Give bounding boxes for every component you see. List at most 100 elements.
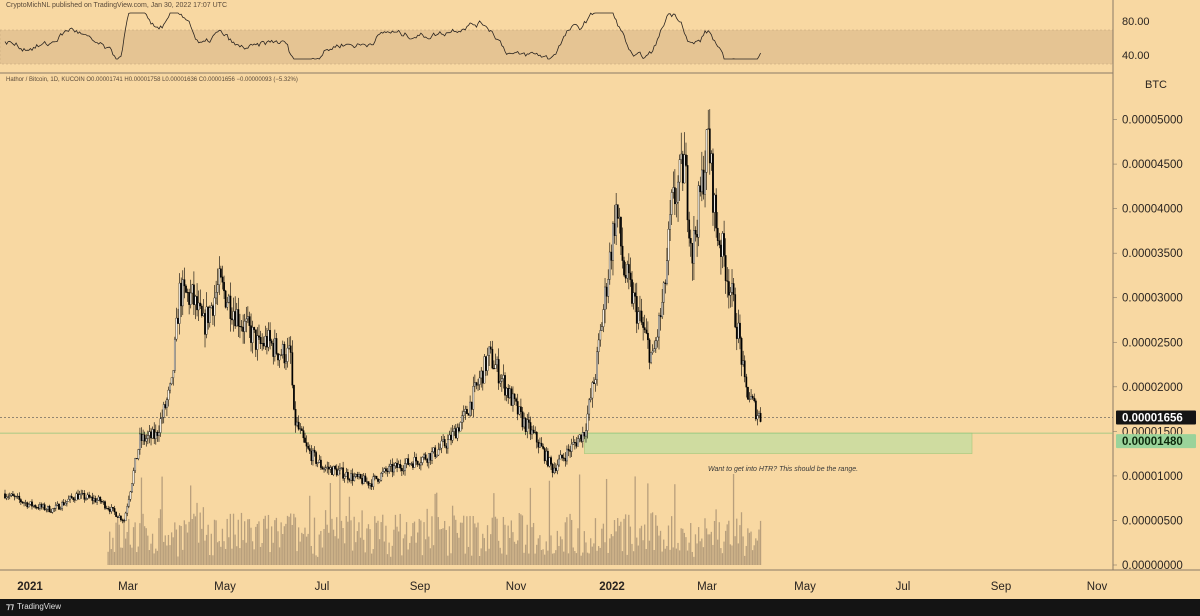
candle — [93, 494, 95, 505]
price-axis[interactable]: 0.00005000 0.00004500 0.00004000 0.00003500… — [1113, 115, 1183, 572]
candle — [759, 407, 762, 423]
volume-bar — [296, 551, 298, 565]
volume-bar — [383, 541, 385, 565]
buy-range-box[interactable] — [584, 432, 973, 454]
volume-bar — [723, 541, 725, 565]
volume-bar — [242, 540, 244, 565]
volume-bar — [175, 529, 178, 565]
candle — [651, 344, 654, 355]
candle — [707, 109, 710, 130]
candle — [172, 370, 175, 386]
volume-bar — [429, 548, 432, 565]
volume-bar — [313, 517, 316, 565]
candle — [258, 324, 260, 340]
volume-bar — [347, 521, 349, 565]
volume-bar — [607, 552, 609, 565]
volume-bar — [456, 532, 459, 565]
candle — [83, 490, 86, 503]
volume-bar — [567, 553, 570, 565]
candle — [439, 443, 441, 451]
volume-bar — [161, 476, 163, 565]
price-tick-label: 0.00004500 — [1122, 159, 1183, 171]
candle — [678, 154, 681, 202]
volume-bar — [637, 545, 639, 565]
volume-bar — [512, 532, 514, 565]
candle — [356, 471, 359, 480]
candle — [654, 337, 657, 353]
candle — [440, 436, 443, 454]
volume-bar — [732, 473, 735, 565]
volume-bar — [174, 522, 176, 565]
tradingview-logo[interactable]: ⁊⁊ TradingView — [6, 602, 61, 611]
candle — [43, 502, 46, 511]
candle — [86, 492, 89, 500]
volume-bar — [283, 526, 285, 565]
candle — [443, 435, 446, 448]
volume-bar — [366, 528, 368, 565]
candle — [639, 295, 641, 322]
candle — [348, 477, 351, 483]
candle — [208, 305, 211, 328]
candle — [162, 401, 165, 424]
candle — [237, 297, 240, 338]
volume-bar — [572, 547, 574, 565]
volume-bars — [107, 472, 762, 565]
price-tick-label: 0.00004000 — [1122, 204, 1183, 216]
candle — [643, 314, 646, 334]
volume-bar — [309, 495, 311, 565]
volume-bar — [675, 548, 678, 565]
volume-bar — [744, 555, 746, 565]
candle — [253, 326, 256, 334]
candle — [189, 279, 192, 309]
candle — [434, 445, 437, 459]
volume-bar — [253, 549, 255, 565]
volume-bar — [536, 544, 538, 565]
candle — [146, 430, 149, 445]
volume-bar — [470, 555, 473, 565]
candle — [173, 336, 176, 374]
volume-bar — [659, 530, 662, 565]
volume-bar — [690, 523, 692, 565]
volume-bar — [302, 534, 305, 565]
candle — [391, 458, 394, 478]
volume-bar — [150, 543, 152, 565]
candle — [62, 498, 65, 506]
volume-bar — [472, 515, 474, 565]
volume-bar — [448, 526, 451, 565]
candle — [148, 424, 151, 444]
candle — [358, 471, 360, 480]
candle — [491, 340, 494, 370]
volume-bar — [232, 513, 235, 565]
candle — [145, 434, 148, 447]
volume-bar — [575, 553, 578, 565]
volume-bar — [555, 550, 557, 565]
volume-bar — [671, 516, 673, 565]
candle — [535, 431, 538, 449]
candle — [323, 466, 325, 473]
candle — [381, 467, 384, 478]
candle — [420, 456, 422, 471]
candle — [97, 495, 100, 501]
candle — [202, 298, 205, 317]
candle — [724, 238, 727, 294]
volume-bar — [404, 534, 406, 565]
volume-bar — [326, 524, 328, 565]
time-axis[interactable]: 2021 Mar May Jul Sep Nov 2022 Mar May Jul Sep Nov — [17, 581, 1107, 593]
volume-bar — [651, 512, 654, 565]
volume-bar — [317, 556, 319, 565]
volume-bar — [615, 531, 617, 565]
volume-bar — [324, 510, 327, 565]
candle — [248, 311, 251, 339]
volume-bar — [631, 543, 633, 565]
candle — [124, 511, 127, 522]
volume-bar — [199, 512, 201, 565]
candle — [593, 377, 595, 385]
candle — [442, 434, 444, 443]
volume-bar — [648, 540, 651, 565]
volume-bar — [759, 520, 762, 565]
candle — [680, 132, 683, 165]
time-tick-label: May — [214, 581, 236, 593]
candle — [264, 325, 267, 350]
volume-bar — [755, 538, 757, 565]
